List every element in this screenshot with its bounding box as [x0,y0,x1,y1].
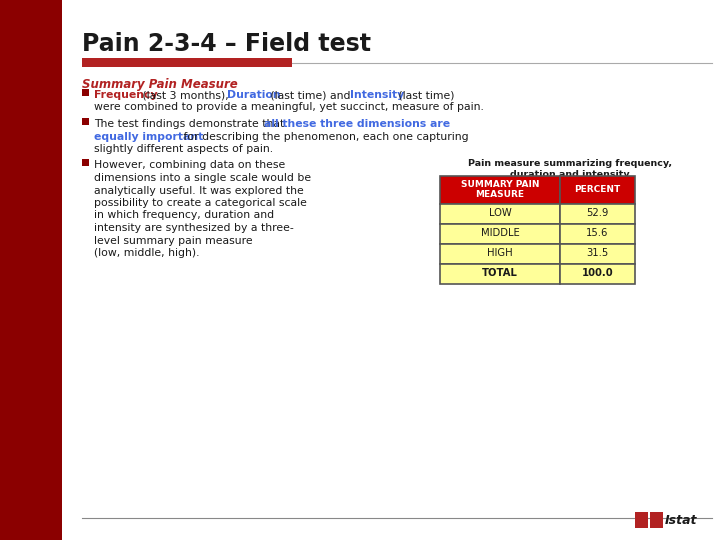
Text: were combined to provide a meaningful, yet succinct, measure of pain.: were combined to provide a meaningful, y… [94,103,484,112]
Bar [635,512,648,528]
Text: SUMMARY PAIN
MEASURE: SUMMARY PAIN MEASURE [461,180,539,199]
Text: slightly different aspects of pain.: slightly different aspects of pain. [94,144,273,154]
Bar [440,244,560,264]
Text: level summary pain measure: level summary pain measure [94,235,253,246]
Text: (last 3 months),: (last 3 months), [140,90,233,100]
Bar [440,264,560,284]
Text: equally important: equally important [94,132,203,141]
Text: Istat: Istat [665,514,698,526]
Text: (last time): (last time) [395,90,454,100]
Bar [560,176,635,204]
Bar [0,0,62,540]
Bar [560,224,635,244]
Bar [440,176,560,204]
Bar [82,118,89,125]
Text: MIDDLE: MIDDLE [481,228,519,239]
Text: possibility to create a categorical scale: possibility to create a categorical scal… [94,198,307,208]
Text: Duration: Duration [227,90,280,100]
Text: (last time) and: (last time) and [267,90,354,100]
Text: 52.9: 52.9 [586,208,608,219]
Text: analytically useful. It was explored the: analytically useful. It was explored the [94,186,304,195]
Text: all these three dimensions are: all these three dimensions are [264,119,450,129]
Text: However, combining data on these: However, combining data on these [94,160,285,171]
Bar [560,244,635,264]
Bar [82,159,89,166]
Text: Summary Pain Measure: Summary Pain Measure [82,78,238,91]
Text: HIGH: HIGH [487,248,513,259]
Bar [440,204,560,224]
Text: 15.6: 15.6 [586,228,608,239]
Text: Pain 2-3-4 – Field test: Pain 2-3-4 – Field test [82,32,371,56]
Text: for describing the phenomenon, each one capturing: for describing the phenomenon, each one … [180,132,469,141]
Text: TOTAL: TOTAL [482,268,518,279]
Text: LOW: LOW [489,208,511,219]
Text: in which frequency, duration and: in which frequency, duration and [94,211,274,220]
Text: (low, middle, high).: (low, middle, high). [94,248,199,258]
Text: The test findings demonstrate that: The test findings demonstrate that [94,119,288,129]
Bar [650,512,663,528]
Bar [82,89,89,96]
Text: 100.0: 100.0 [582,268,613,279]
Bar [560,264,635,284]
Text: Pain measure summarizing frequency,
duration and intensity: Pain measure summarizing frequency, dura… [468,159,672,179]
Text: PERCENT: PERCENT [575,185,621,194]
Text: Intensity: Intensity [350,90,404,100]
Text: dimensions into a single scale would be: dimensions into a single scale would be [94,173,311,183]
Bar [560,204,635,224]
Text: intensity are synthesized by a three-: intensity are synthesized by a three- [94,223,294,233]
Bar [82,58,292,67]
Text: 31.5: 31.5 [586,248,608,259]
Bar [440,224,560,244]
Text: Frequency: Frequency [94,90,158,100]
